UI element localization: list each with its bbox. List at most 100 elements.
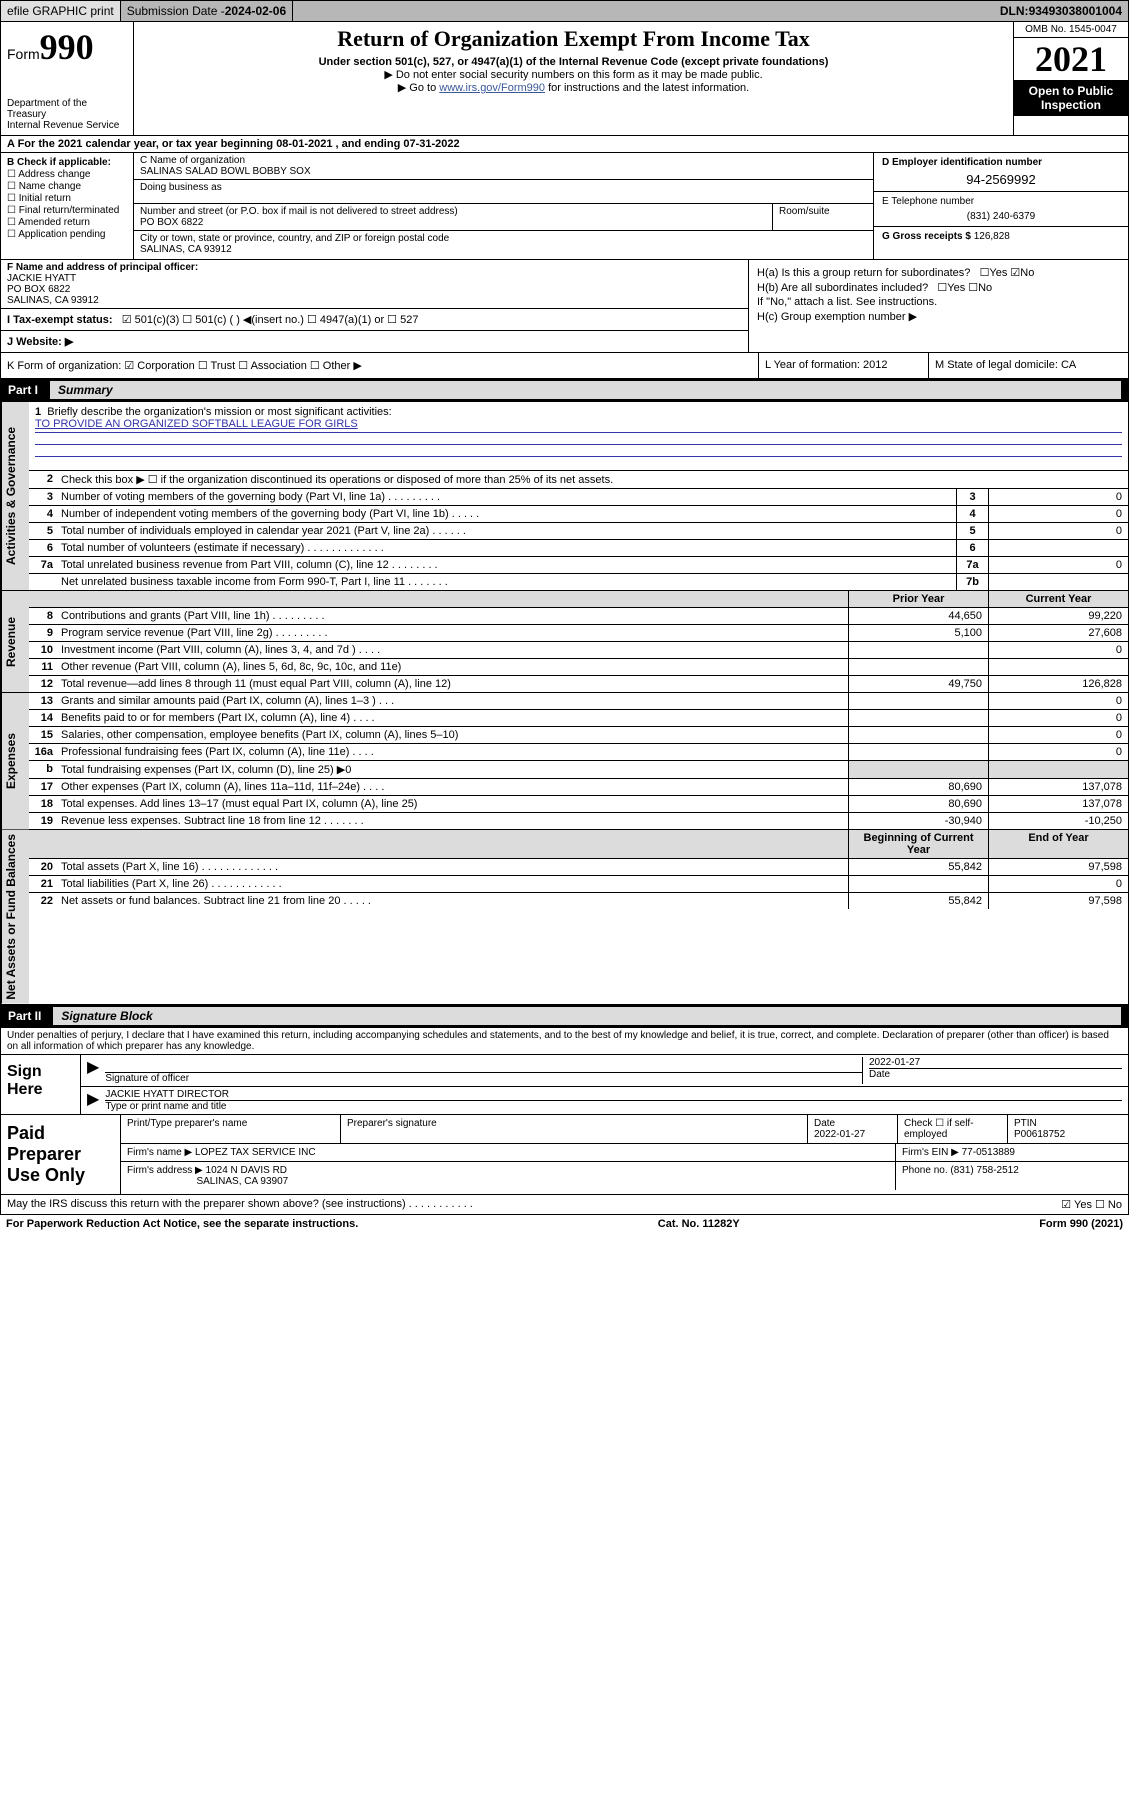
- line-19: 19 Revenue less expenses. Subtract line …: [29, 812, 1128, 829]
- header-left: Form990 Department of the Treasury Inter…: [1, 22, 134, 135]
- prep-sig-col: Preparer's signature: [341, 1115, 808, 1143]
- firm-addr-cell: Firm's address ▶ 1024 N DAVIS RD SALINAS…: [121, 1162, 896, 1190]
- line-20-desc: Total assets (Part X, line 16) . . . . .…: [57, 859, 848, 875]
- line-14-cy: 0: [988, 710, 1128, 726]
- line-22-py: 55,842: [848, 893, 988, 909]
- hdr-num: [29, 591, 57, 607]
- chk-name-change[interactable]: Name change: [7, 181, 127, 192]
- org-name-label: C Name of organization: [140, 155, 867, 166]
- paid-preparer-block: Paid Preparer Use Only Print/Type prepar…: [0, 1115, 1129, 1195]
- line-14-num: 14: [29, 710, 57, 726]
- line-13-num: 13: [29, 693, 57, 709]
- prep-self-emp[interactable]: Check ☐ if self-employed: [898, 1115, 1008, 1143]
- signature-block: Under penalties of perjury, I declare th…: [0, 1027, 1129, 1115]
- dept-treasury: Department of the Treasury Internal Reve…: [7, 98, 127, 131]
- box-h: H(a) Is this a group return for subordin…: [748, 260, 1128, 352]
- form-title: Return of Organization Exempt From Incom…: [140, 26, 1007, 52]
- suite-cell: Room/suite: [773, 204, 873, 230]
- ein-value: 94-2569992: [882, 168, 1120, 187]
- chk-amended-return[interactable]: Amended return: [7, 217, 127, 228]
- form-warning: ▶ Do not enter social security numbers o…: [140, 68, 1007, 81]
- line-19-desc: Revenue less expenses. Subtract line 18 …: [57, 813, 848, 829]
- hdr-prior-year: Prior Year: [848, 591, 988, 607]
- prep-date-label: Date: [814, 1118, 891, 1129]
- address-cell: Number and street (or P.O. box if mail i…: [134, 204, 773, 230]
- line-4-num: 4: [29, 506, 57, 522]
- line-15-cy: 0: [988, 727, 1128, 743]
- telephone-label: E Telephone number: [882, 196, 1120, 207]
- dba-cell: Doing business as: [134, 180, 873, 204]
- prep-body: Print/Type preparer's name Preparer's si…: [121, 1115, 1128, 1194]
- prep-ptin-label: PTIN: [1014, 1118, 1122, 1129]
- line-5-val: 0: [988, 523, 1128, 539]
- section-net-assets: Net Assets or Fund Balances Beginning of…: [0, 830, 1129, 1005]
- line-12-desc: Total revenue—add lines 8 through 11 (mu…: [57, 676, 848, 692]
- line-18-cy: 137,078: [988, 796, 1128, 812]
- efile-print-button[interactable]: efile GRAPHIC print: [1, 1, 121, 21]
- mission-text: TO PROVIDE AN ORGANIZED SOFTBALL LEAGUE …: [35, 418, 1122, 430]
- dln-value: 93493038001004: [1029, 4, 1122, 18]
- sig-officer-line: ▶ Signature of officer 2022-01-27 Date: [81, 1055, 1128, 1087]
- hb-note: If "No," attach a list. See instructions…: [757, 296, 1120, 308]
- line-21-num: 21: [29, 876, 57, 892]
- officer-addr: PO BOX 6822: [7, 284, 70, 295]
- line-5: 5 Total number of individuals employed i…: [29, 522, 1128, 539]
- ha-line: H(a) Is this a group return for subordin…: [757, 266, 1120, 279]
- ein-label: D Employer identification number: [882, 157, 1042, 168]
- line-21-cy: 0: [988, 876, 1128, 892]
- line-7b-box: 7b: [956, 574, 988, 590]
- city-value: SALINAS, CA 93912: [140, 244, 867, 255]
- discuss-row: May the IRS discuss this return with the…: [0, 1195, 1129, 1215]
- header-mid: Return of Organization Exempt From Incom…: [134, 22, 1013, 135]
- governance-body: 1 Briefly describe the organization's mi…: [29, 402, 1128, 590]
- line-1-num: 1: [35, 406, 41, 418]
- form-number-990: 990: [40, 27, 94, 67]
- gross-receipts-cell: G Gross receipts $ 126,828: [874, 227, 1128, 246]
- hb-answer[interactable]: ☐Yes ☐No: [937, 282, 992, 294]
- discuss-answer[interactable]: ☑ Yes ☐ No: [1061, 1198, 1122, 1211]
- submission-date-label: Submission Date -: [127, 4, 225, 18]
- hb-line: H(b) Are all subordinates included? ☐Yes…: [757, 281, 1120, 294]
- ein-cell: D Employer identification number 94-2569…: [874, 153, 1128, 192]
- chk-initial-return[interactable]: Initial return: [7, 193, 127, 204]
- line-2-desc: Check this box ▶ ☐ if the organization d…: [57, 471, 1128, 488]
- form-prefix: Form: [7, 46, 40, 62]
- paid-preparer-label: Paid Preparer Use Only: [1, 1115, 121, 1194]
- chk-address-change[interactable]: Address change: [7, 169, 127, 180]
- footer-pra: For Paperwork Reduction Act Notice, see …: [6, 1218, 358, 1230]
- line-20: 20 Total assets (Part X, line 16) . . . …: [29, 858, 1128, 875]
- line-a-tax-year: A For the 2021 calendar year, or tax yea…: [0, 136, 1129, 153]
- expenses-body: 13 Grants and similar amounts paid (Part…: [29, 693, 1128, 829]
- prep-date-col: Date 2022-01-27: [808, 1115, 898, 1143]
- line-17-cy: 137,078: [988, 779, 1128, 795]
- box-k[interactable]: K Form of organization: ☑ Corporation ☐ …: [1, 353, 758, 378]
- line-18-num: 18: [29, 796, 57, 812]
- line-7a-val: 0: [988, 557, 1128, 573]
- section-governance: Activities & Governance 1 Briefly descri…: [0, 401, 1129, 591]
- hdr-begin-year: Beginning of Current Year: [848, 830, 988, 858]
- box-f: F Name and address of principal officer:…: [1, 260, 748, 309]
- irs-link[interactable]: www.irs.gov/Form990: [439, 82, 545, 94]
- line-8-desc: Contributions and grants (Part VIII, lin…: [57, 608, 848, 624]
- line-5-desc: Total number of individuals employed in …: [57, 523, 956, 539]
- line-17-py: 80,690: [848, 779, 988, 795]
- org-name-value: SALINAS SALAD BOWL BOBBY SOX: [140, 166, 867, 177]
- line-14: 14 Benefits paid to or for members (Part…: [29, 709, 1128, 726]
- line-21-py: [848, 876, 988, 892]
- officer-city: SALINAS, CA 93912: [7, 295, 99, 306]
- box-i-options[interactable]: ☑ 501(c)(3) ☐ 501(c) ( ) ◀(insert no.) ☐…: [122, 314, 419, 326]
- line-19-py: -30,940: [848, 813, 988, 829]
- chk-application-pending[interactable]: Application pending: [7, 229, 127, 240]
- line-7b-val: [988, 574, 1128, 590]
- ha-answer[interactable]: ☐Yes ☑No: [980, 267, 1035, 279]
- line-9-num: 9: [29, 625, 57, 641]
- line-19-num: 19: [29, 813, 57, 829]
- line-20-cy: 97,598: [988, 859, 1128, 875]
- firm-ein-value: 77-0513889: [962, 1147, 1015, 1158]
- gross-receipts-value: 126,828: [974, 231, 1010, 242]
- line-20-num: 20: [29, 859, 57, 875]
- box-b-label: B Check if applicable:: [7, 157, 111, 168]
- chk-final-return[interactable]: Final return/terminated: [7, 205, 127, 216]
- telephone-cell: E Telephone number (831) 240-6379: [874, 192, 1128, 227]
- line-18-desc: Total expenses. Add lines 13–17 (must eq…: [57, 796, 848, 812]
